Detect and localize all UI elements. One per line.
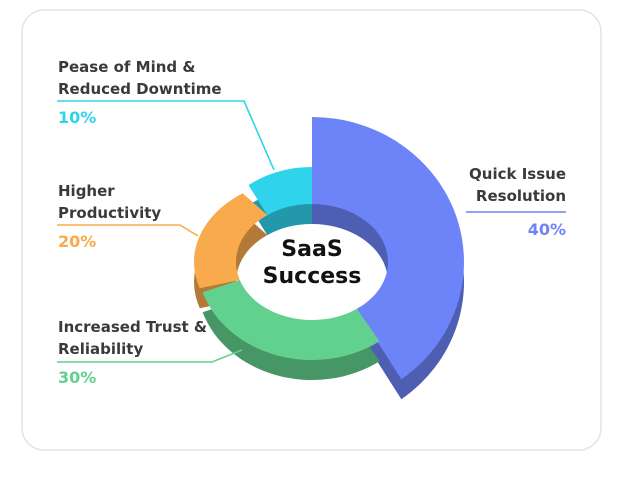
- leader-line: [57, 100, 275, 171]
- slice-label: Higher Productivity: [58, 182, 162, 222]
- donut: [57, 100, 566, 400]
- value-label: 40%: [527, 220, 566, 239]
- slice: [202, 279, 380, 360]
- slice-label: Increased Trust & Reliability: [58, 318, 207, 358]
- leader-line: [57, 224, 199, 237]
- slice: [312, 117, 464, 380]
- slice: [248, 167, 312, 216]
- value-label: 30%: [58, 368, 97, 387]
- slice-label: Quick Issue Resolution: [469, 165, 566, 205]
- center-label: SaaS Success: [262, 237, 362, 289]
- leader-line: [57, 349, 243, 363]
- slice-label: Pease of Mind & Reduced Downtime: [58, 58, 222, 98]
- value-label: 20%: [58, 232, 97, 251]
- value-label: 10%: [58, 108, 97, 127]
- slice: [193, 193, 268, 289]
- card: [21, 9, 602, 451]
